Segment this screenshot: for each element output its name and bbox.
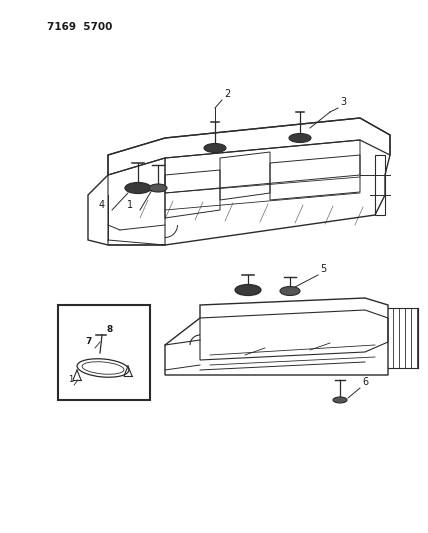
Bar [58, 305, 150, 400]
Ellipse shape [289, 133, 311, 142]
Ellipse shape [149, 184, 167, 192]
Text: 1: 1 [127, 200, 133, 210]
Text: 5: 5 [320, 264, 326, 274]
Text: 3: 3 [340, 97, 346, 107]
Text: 1: 1 [68, 375, 73, 384]
Text: 4: 4 [99, 200, 105, 210]
Ellipse shape [204, 143, 226, 152]
Text: 7: 7 [85, 337, 91, 346]
Text: 8: 8 [107, 325, 113, 334]
Ellipse shape [280, 287, 300, 295]
Ellipse shape [235, 285, 261, 295]
Text: 7169  5700: 7169 5700 [47, 22, 113, 32]
Ellipse shape [333, 397, 347, 403]
Text: 2: 2 [224, 89, 230, 99]
Ellipse shape [125, 182, 151, 193]
Text: 6: 6 [362, 377, 368, 387]
